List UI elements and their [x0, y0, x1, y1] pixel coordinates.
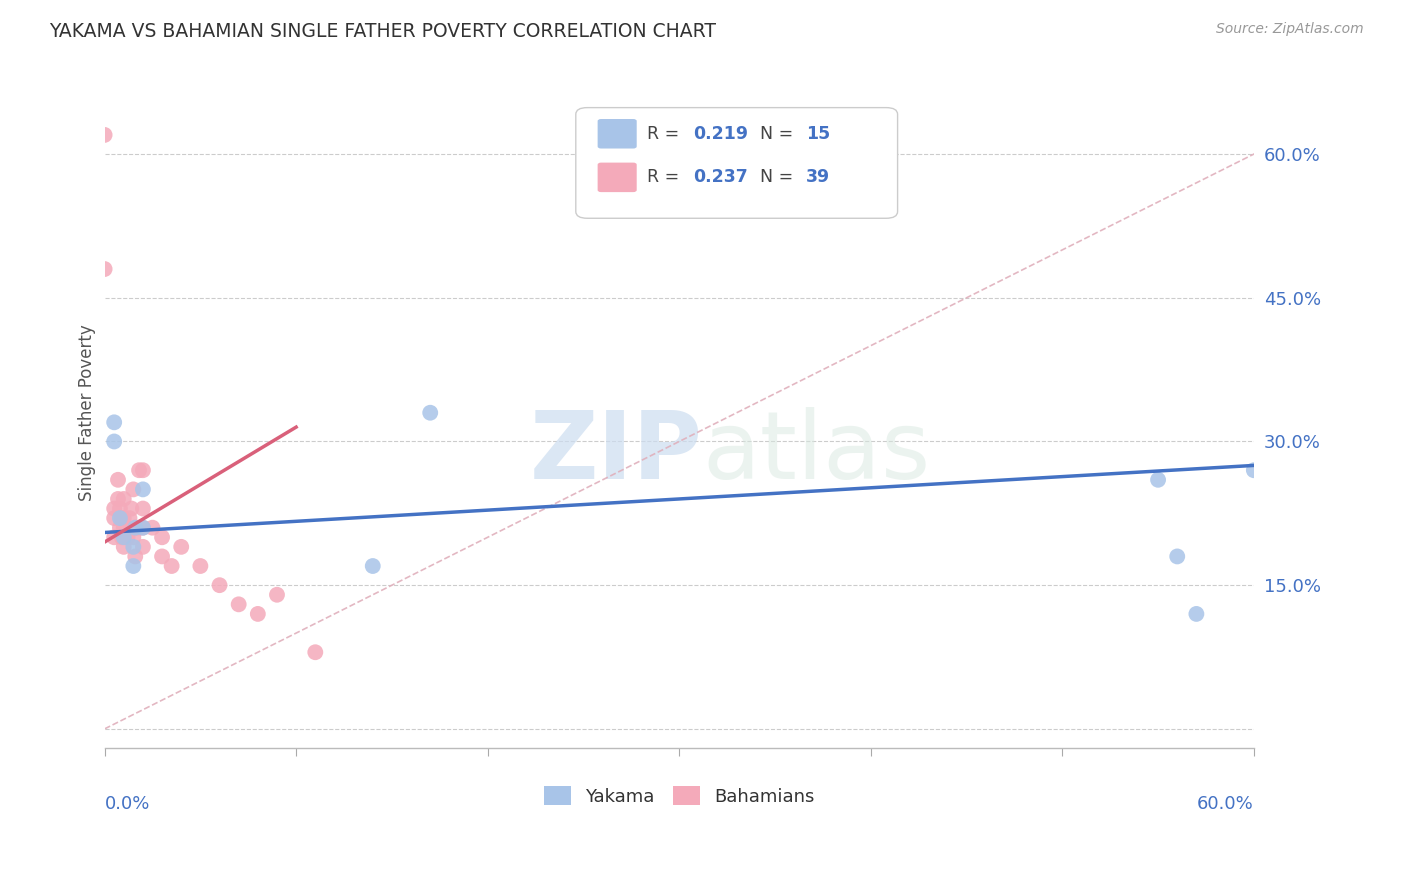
FancyBboxPatch shape: [576, 108, 897, 219]
Point: [112, 491, 135, 506]
Point: [1147, 473, 1170, 487]
Text: Source: ZipAtlas.com: Source: ZipAtlas.com: [1216, 22, 1364, 37]
Point: [108, 501, 131, 516]
Point: [108, 521, 131, 535]
Point: [117, 530, 139, 544]
Text: 0.237: 0.237: [693, 169, 748, 186]
Point: [111, 530, 134, 544]
Text: YAKAMA VS BAHAMIAN SINGLE FATHER POVERTY CORRELATION CHART: YAKAMA VS BAHAMIAN SINGLE FATHER POVERTY…: [49, 22, 716, 41]
Point: [122, 540, 145, 554]
Point: [112, 511, 135, 525]
Point: [112, 530, 135, 544]
Point: [1166, 549, 1188, 564]
Point: [128, 521, 150, 535]
Point: [190, 559, 212, 574]
Text: atlas: atlas: [702, 407, 931, 499]
Point: [1185, 607, 1208, 621]
Point: [93, 128, 115, 142]
FancyBboxPatch shape: [598, 162, 637, 192]
Point: [122, 483, 145, 497]
Point: [246, 607, 269, 621]
FancyBboxPatch shape: [598, 119, 637, 149]
Point: [93, 262, 115, 277]
Point: [132, 521, 155, 535]
Point: [124, 549, 146, 564]
Point: [103, 415, 125, 429]
Text: 15: 15: [806, 125, 830, 143]
Point: [103, 434, 125, 449]
Point: [122, 559, 145, 574]
Text: 60.0%: 60.0%: [1197, 795, 1254, 813]
Legend: Yakama, Bahamians: Yakama, Bahamians: [537, 779, 823, 813]
Point: [132, 483, 155, 497]
Point: [108, 511, 131, 525]
Text: R =: R =: [647, 169, 685, 186]
Point: [124, 521, 146, 535]
Point: [419, 406, 441, 420]
Point: [228, 598, 250, 612]
Point: [141, 521, 163, 535]
Point: [132, 540, 155, 554]
Point: [132, 501, 155, 516]
Point: [128, 463, 150, 477]
Point: [266, 588, 288, 602]
Text: R =: R =: [647, 125, 685, 143]
Point: [122, 530, 145, 544]
Point: [107, 491, 129, 506]
Point: [160, 559, 183, 574]
Point: [107, 473, 129, 487]
Point: [361, 559, 384, 574]
Point: [150, 530, 173, 544]
Point: [304, 645, 326, 659]
Text: N =: N =: [759, 169, 799, 186]
Point: [120, 501, 142, 516]
Text: 0.219: 0.219: [693, 125, 748, 143]
Point: [1243, 463, 1265, 477]
Y-axis label: Single Father Poverty: Single Father Poverty: [79, 325, 96, 501]
Text: N =: N =: [759, 125, 799, 143]
Point: [103, 511, 125, 525]
Point: [132, 521, 155, 535]
Text: 39: 39: [806, 169, 830, 186]
Text: 0.0%: 0.0%: [104, 795, 150, 813]
Point: [112, 521, 135, 535]
Point: [112, 540, 135, 554]
Point: [208, 578, 231, 592]
Text: ZIP: ZIP: [529, 407, 702, 499]
Point: [132, 463, 155, 477]
Point: [103, 501, 125, 516]
Point: [118, 511, 141, 525]
Point: [170, 540, 193, 554]
Point: [103, 530, 125, 544]
Point: [111, 511, 134, 525]
Point: [150, 549, 173, 564]
Point: [124, 521, 146, 535]
